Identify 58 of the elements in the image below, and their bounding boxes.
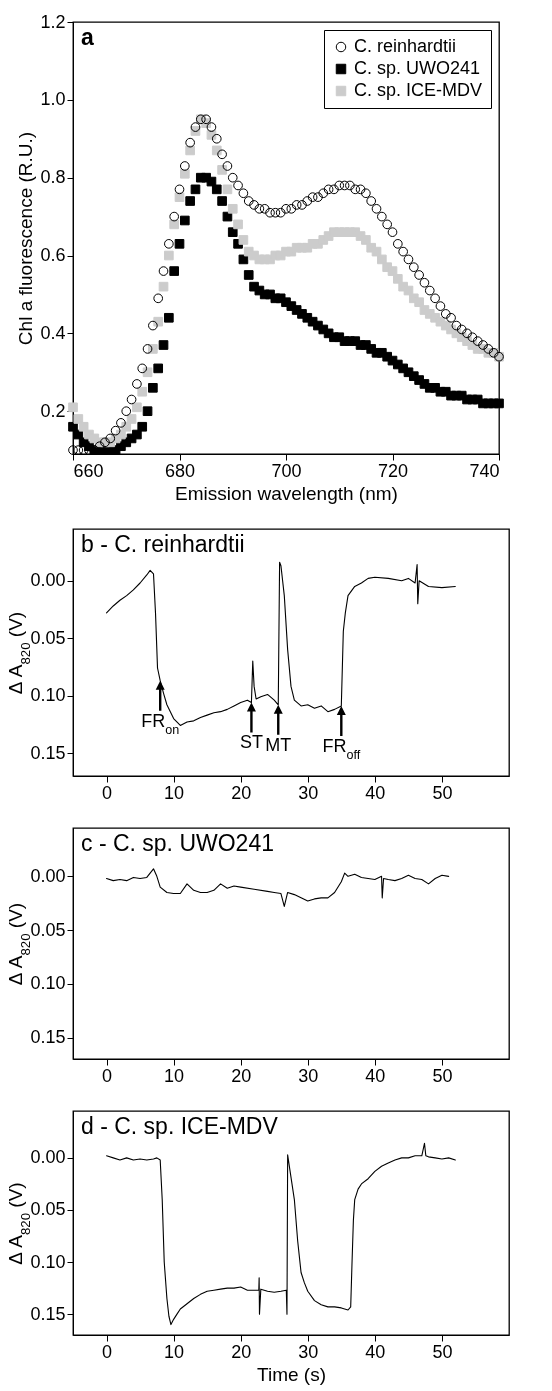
- y-tick-label: 0.10: [30, 973, 66, 994]
- y-tick-label: 0.15: [30, 1027, 66, 1048]
- y-tick-label: 0.15: [30, 742, 66, 763]
- legend-label: C. reinhardtii: [354, 36, 457, 56]
- annotation: MT: [265, 734, 292, 755]
- y-tick-label: 0.00: [30, 1147, 66, 1168]
- x-tick-label: 740: [469, 460, 500, 481]
- x-tick-label: 40: [365, 782, 386, 803]
- y-tick-label: 0.4: [40, 322, 66, 343]
- y-tick-label: 0.6: [40, 245, 66, 266]
- x-tick-label: 660: [73, 460, 104, 481]
- x-tick-label: 30: [298, 1065, 319, 1086]
- x-axis-title: Emission wavelength (nm): [175, 482, 398, 504]
- chart-title: b - C. reinhardtii: [81, 531, 245, 557]
- x-tick-label: 50: [432, 782, 453, 803]
- x-tick-label: 10: [164, 1341, 185, 1362]
- chart-title: c - C. sp. UWO241: [81, 830, 274, 856]
- x-axis-title: Time (s): [257, 1363, 326, 1385]
- x-tick-label: 20: [231, 1341, 252, 1362]
- y-tick-label: 0.10: [30, 1251, 66, 1272]
- y-tick-label: 1.0: [40, 89, 66, 110]
- y-tick-label: 1.2: [40, 11, 66, 32]
- legend-label: C. sp. ICE-MDV: [354, 80, 483, 100]
- x-tick-label: 20: [231, 782, 252, 803]
- x-tick-label: 0: [102, 782, 113, 803]
- y-axis-title: Chl a fluorescence (R.U.): [15, 131, 37, 346]
- x-tick-label: 40: [365, 1341, 386, 1362]
- x-tick-label: 0: [102, 1065, 113, 1086]
- x-tick-label: 50: [432, 1341, 453, 1362]
- annotation: ST: [239, 732, 263, 753]
- annotation: FR$_{on}$: [141, 710, 180, 737]
- y-tick-label: 0.2: [40, 400, 66, 421]
- line-series: [105, 561, 456, 726]
- y-tick-label: 0.00: [30, 865, 66, 886]
- y-tick-label: 0.05: [30, 919, 66, 940]
- y-tick-label: 0.00: [30, 570, 66, 591]
- x-tick-label: 50: [432, 1065, 453, 1086]
- y-tick-label: 0.10: [30, 685, 66, 706]
- x-tick-label: 10: [164, 782, 185, 803]
- x-tick-label: 700: [271, 460, 302, 481]
- x-tick-label: 0: [102, 1341, 113, 1362]
- x-tick-label: 20: [231, 1065, 252, 1086]
- x-tick-label: 30: [298, 1341, 319, 1362]
- y-tick-label: 0.15: [30, 1303, 66, 1324]
- y-tick-label: 0.05: [30, 627, 66, 648]
- x-tick-label: 680: [164, 460, 196, 481]
- line-series: [105, 1142, 456, 1326]
- x-tick-label: 10: [164, 1065, 185, 1086]
- x-tick-label: 30: [298, 782, 319, 803]
- line-series: [105, 868, 450, 907]
- chart-title: a: [81, 24, 94, 50]
- x-tick-label: 40: [365, 1065, 386, 1086]
- chart-title: d - C. sp. ICE-MDV: [81, 1113, 279, 1139]
- y-tick-label: 0.8: [40, 167, 66, 188]
- y-tick-label: 0.05: [30, 1199, 66, 1220]
- x-tick-label: 720: [377, 460, 409, 481]
- annotation: FR$_{off}$: [322, 735, 361, 762]
- legend-label: C. sp. UWO241: [354, 58, 481, 78]
